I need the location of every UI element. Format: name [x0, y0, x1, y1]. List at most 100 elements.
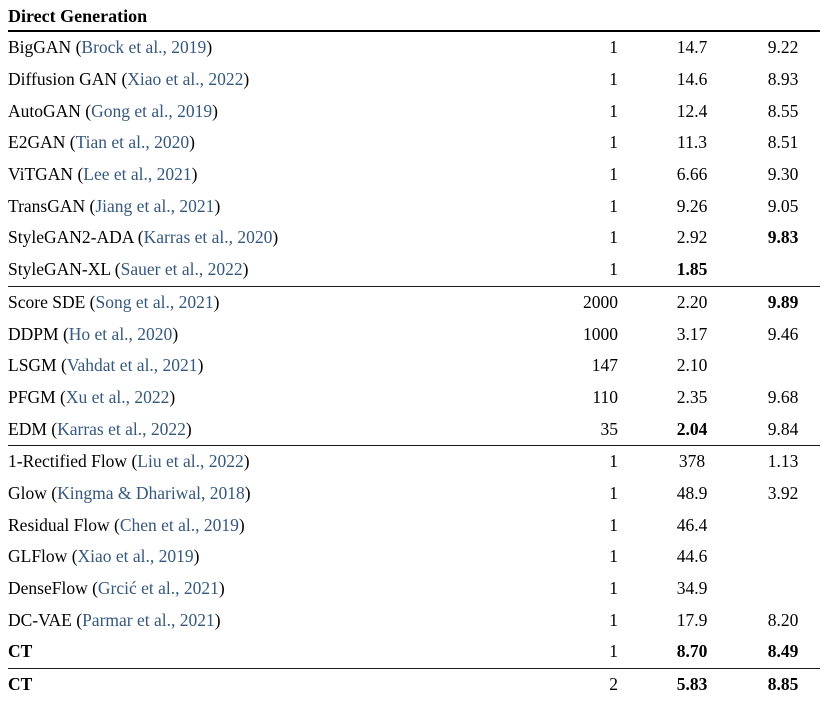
fid-cell: 5.83: [676, 674, 708, 695]
citation-link[interactable]: Ho et al., 2020: [68, 323, 173, 344]
nfe-cell: 1: [609, 514, 618, 535]
method-name: CT: [8, 674, 33, 695]
citation-link[interactable]: Lee et al., 2021: [83, 164, 192, 185]
fid-cell: 8.70: [676, 641, 708, 662]
citation-link[interactable]: Xu et al., 2022: [65, 386, 170, 407]
method-name: DDPM: [8, 323, 59, 344]
citation-link[interactable]: Song et al., 2021: [95, 291, 214, 312]
citation-link[interactable]: Parmar et al., 2021: [82, 609, 215, 630]
table-row: LSGM (Vahdat et al., 2021) 147 2.10: [8, 350, 820, 382]
method-name: BigGAN: [8, 37, 72, 58]
table-row: CT 1 8.70 8.49: [8, 636, 820, 668]
table-row: TransGAN (Jiang et al., 2021) 1 9.26 9.05: [8, 190, 820, 222]
nfe-cell: 1: [609, 482, 618, 503]
method-cell: DDPM (Ho et al., 2020): [8, 323, 179, 344]
citation-link[interactable]: Xiao et al., 2022: [127, 69, 244, 90]
fid-cell: 3.17: [676, 323, 708, 344]
method-name: AutoGAN: [8, 100, 81, 121]
citation-link[interactable]: Grcić et al., 2021: [97, 578, 219, 599]
citation-link[interactable]: Xiao et al., 2019: [77, 546, 194, 567]
method-name: ViTGAN: [8, 164, 74, 185]
fid-cell: 2.35: [676, 386, 708, 407]
table-row: EDM (Karras et al., 2022) 35 2.04 9.84: [8, 413, 820, 445]
fid-cell: 2.20: [676, 291, 708, 312]
citation-link[interactable]: Liu et al., 2022: [137, 451, 244, 472]
inception-score-cell: 9.68: [767, 386, 799, 407]
inception-score-cell: 9.84: [767, 418, 799, 439]
method-cell: DenseFlow (Grcić et al., 2021): [8, 578, 225, 599]
fid-cell: 6.66: [676, 164, 708, 185]
inception-score-cell: 8.85: [767, 674, 799, 695]
fid-cell: 44.6: [676, 546, 708, 567]
table-row: StyleGAN-XL (Sauer et al., 2022) 1 1.85: [8, 254, 820, 286]
method-name: LSGM: [8, 355, 57, 376]
method-cell: DC-VAE (Parmar et al., 2021): [8, 609, 221, 630]
method-cell: ViTGAN (Lee et al., 2021): [8, 164, 198, 185]
method-cell: CT: [8, 668, 516, 700]
table-row: CT 2 5.83 8.85: [8, 668, 820, 700]
table-row: Residual Flow (Chen et al., 2019) 1 46.4: [8, 509, 820, 541]
fid-cell: 9.26: [676, 195, 708, 216]
table-row: Diffusion GAN (Xiao et al., 2022) 1 14.6 8.…: [8, 64, 820, 96]
fid-cell: 2.10: [676, 355, 708, 376]
inception-score-cell: 9.05: [767, 195, 799, 216]
nfe-cell: 110: [592, 386, 618, 407]
inception-score-cell: 8.93: [767, 69, 799, 90]
method-name: Diffusion GAN: [8, 69, 118, 90]
nfe-cell: 1000: [583, 323, 618, 344]
nfe-cell: 1: [609, 451, 618, 472]
method-cell: Diffusion GAN (Xiao et al., 2022): [8, 69, 250, 90]
table-group: BigGAN (Brock et al., 2019) 1 14.7 9.22 Diff…: [8, 31, 820, 286]
table-row: PFGM (Xu et al., 2022) 110 2.35 9.68: [8, 382, 820, 414]
citation-link[interactable]: Karras et al., 2022: [57, 418, 186, 439]
method-name: Glow: [8, 482, 47, 503]
nfe-cell: 1: [609, 164, 618, 185]
method-name: E2GAN: [8, 132, 66, 153]
fid-cell: 2.04: [676, 418, 708, 439]
inception-score-cell: 8.51: [767, 132, 799, 153]
citation-link[interactable]: Sauer et al., 2022: [120, 259, 243, 280]
inception-score-cell: [746, 573, 820, 605]
table-row: BigGAN (Brock et al., 2019) 1 14.7 9.22: [8, 31, 820, 64]
nfe-cell: 1: [609, 132, 618, 153]
nfe-cell: 1: [609, 259, 618, 280]
section-title: Direct Generation: [8, 3, 820, 32]
nfe-cell: 1: [609, 578, 618, 599]
citation-link[interactable]: Brock et al., 2019: [81, 37, 207, 58]
table-group: 1-Rectified Flow (Liu et al., 2022) 1 378 1…: [8, 445, 820, 669]
table-group: Score SDE (Song et al., 2021) 2000 2.20 9.8…: [8, 286, 820, 446]
method-name: TransGAN: [8, 195, 86, 216]
nfe-cell: 1: [609, 227, 618, 248]
fid-cell: 11.3: [677, 132, 707, 153]
citation-link[interactable]: Jiang et al., 2021: [95, 195, 215, 216]
fid-cell: 46.4: [676, 514, 708, 535]
method-cell: Glow (Kingma & Dhariwal, 2018): [8, 482, 251, 503]
method-cell: Score SDE (Song et al., 2021): [8, 291, 220, 312]
citation-link[interactable]: Chen et al., 2019: [119, 514, 239, 535]
method-name: StyleGAN-XL: [8, 259, 111, 280]
inception-score-cell: 3.92: [767, 482, 799, 503]
citation-link[interactable]: Karras et al., 2020: [143, 227, 273, 248]
method-cell: GLFlow (Xiao et al., 2019): [8, 546, 200, 567]
table-row: Glow (Kingma & Dhariwal, 2018) 1 48.9 3.92: [8, 478, 820, 510]
nfe-cell: 1: [609, 69, 618, 90]
citation-link[interactable]: Tian et al., 2020: [75, 132, 190, 153]
inception-score-cell: 9.46: [767, 323, 799, 344]
method-name: Residual Flow: [8, 514, 110, 535]
fid-cell: 14.7: [676, 37, 708, 58]
nfe-cell: 147: [591, 355, 618, 376]
inception-score-cell: [746, 509, 820, 541]
fid-cell: 378: [678, 451, 706, 472]
method-cell: TransGAN (Jiang et al., 2021): [8, 195, 221, 216]
table-row: AutoGAN (Gong et al., 2019) 1 12.4 8.55: [8, 95, 820, 127]
method-cell: StyleGAN2-ADA (Karras et al., 2020): [8, 227, 279, 248]
table-group: CT 2 5.83 8.85: [8, 668, 820, 700]
citation-link[interactable]: Kingma & Dhariwal, 2018: [57, 482, 245, 503]
inception-score-cell: 9.30: [767, 164, 799, 185]
citation-link[interactable]: Vahdat et al., 2021: [66, 355, 198, 376]
table-row: GLFlow (Xiao et al., 2019) 1 44.6: [8, 541, 820, 573]
citation-link[interactable]: Gong et al., 2019: [91, 100, 213, 121]
nfe-cell: 2: [609, 674, 618, 695]
table-row: 1-Rectified Flow (Liu et al., 2022) 1 378 1…: [8, 445, 820, 477]
fid-cell: 17.9: [676, 609, 708, 630]
